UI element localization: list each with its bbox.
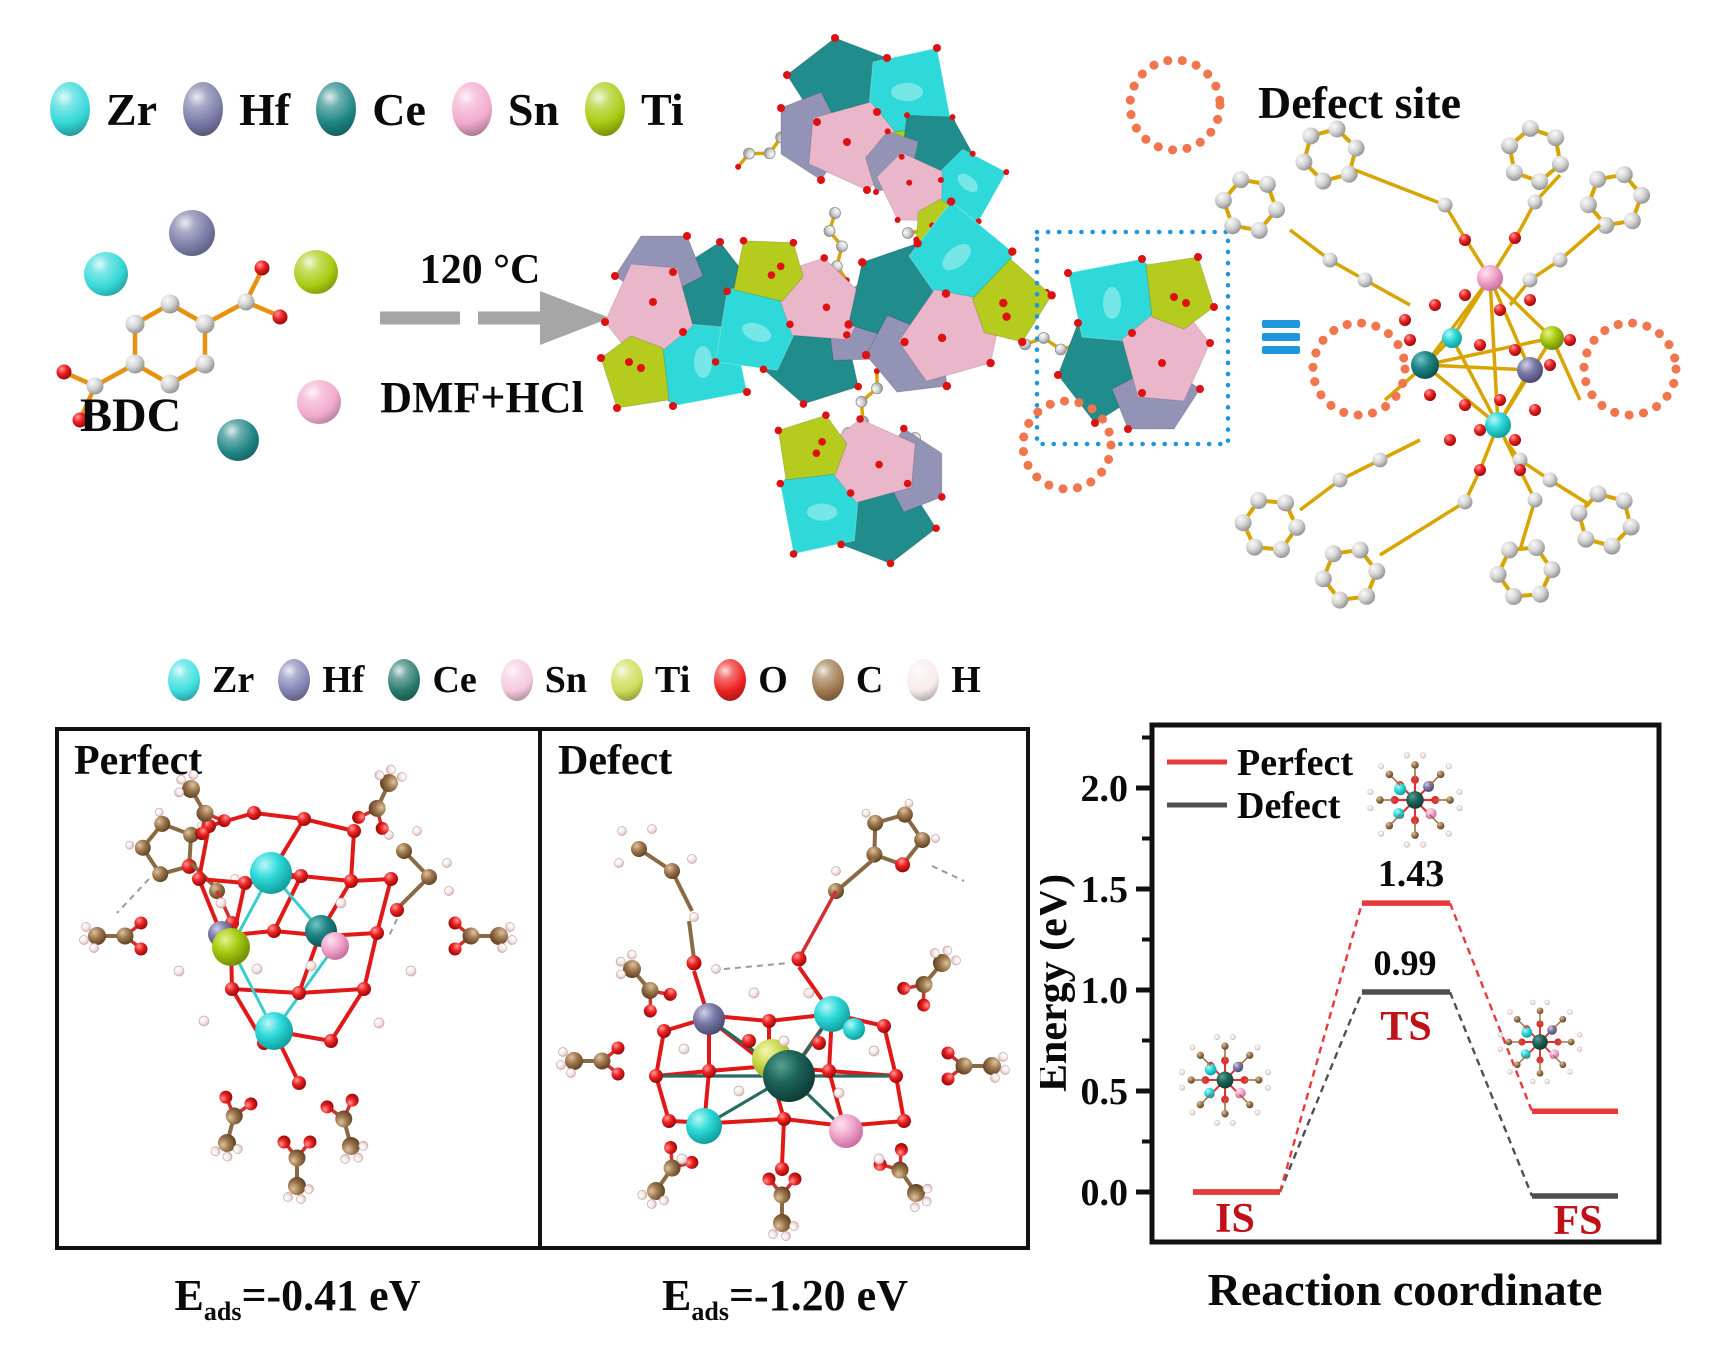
c-sphere xyxy=(811,659,844,701)
defect-site-label: Defect site xyxy=(1258,77,1462,128)
legend-item-hf: Hf xyxy=(183,82,290,136)
energy-levels xyxy=(1193,900,1618,1199)
defect-panel-title: Defect xyxy=(558,738,673,784)
o-sphere xyxy=(714,659,747,701)
legend-item-o: O xyxy=(714,658,788,702)
perfect-barrier-value: 1.43 xyxy=(1378,853,1445,895)
bdc-molecule xyxy=(56,260,288,428)
legend-item-zr: Zr xyxy=(168,658,254,702)
reaction-temperature: 120 °C xyxy=(419,247,541,293)
svg-text:1.5: 1.5 xyxy=(1081,869,1129,911)
legend-item-sn: Sn xyxy=(451,82,560,136)
svg-text:2.0: 2.0 xyxy=(1081,768,1129,810)
defect-selection-box xyxy=(1034,229,1231,447)
chart-legend: Perfect Defect xyxy=(1167,742,1353,827)
legend-label: Zr xyxy=(212,659,255,701)
energy-profile-chart: 0.0 0.5 1.0 1.5 2.0 Energy (eV) Reaction… xyxy=(1040,722,1662,1315)
legend-defect: Defect xyxy=(1237,785,1341,827)
legend-label: Ti xyxy=(655,659,691,701)
y-axis-title: Energy (eV) xyxy=(1040,874,1076,1092)
reagent-ti-sphere xyxy=(294,250,338,294)
sn-sphere xyxy=(451,82,492,136)
metal-atoms xyxy=(208,852,349,1050)
legend-label: Sn xyxy=(544,659,588,701)
ethanol-fragment xyxy=(614,824,790,974)
cluster-metals xyxy=(1411,265,1564,438)
legend-item-zr: Zr xyxy=(50,82,157,136)
sn-sphere xyxy=(500,659,533,701)
hf-sphere xyxy=(278,659,311,701)
perfect-structure xyxy=(77,756,519,1206)
defect-eads-label: Eads=-1.20 eV xyxy=(662,1271,908,1326)
legend-perfect: Perfect xyxy=(1237,742,1353,784)
legend-label: Hf xyxy=(322,659,365,701)
legend-item-ce: Ce xyxy=(388,658,477,702)
atom-legend-bottom: Zr Hf Ce Sn Ti O C H xyxy=(168,658,981,702)
svg-text:0.5: 0.5 xyxy=(1081,1071,1129,1113)
ethoxy-fragment xyxy=(384,826,454,937)
mof-structure xyxy=(596,33,1231,568)
reaction-arrow xyxy=(380,291,610,345)
ce-sphere xyxy=(316,82,357,136)
reagent-ce-sphere xyxy=(217,419,259,461)
legend-item-h: H xyxy=(907,658,981,702)
defect-structure xyxy=(554,783,1012,1243)
defect-barrier-value: 0.99 xyxy=(1374,943,1437,983)
y-axis-ticks xyxy=(1136,735,1152,1195)
legend-label: O xyxy=(758,659,788,701)
reagent-hf-sphere xyxy=(169,210,215,256)
reaction-solvent: DMF+HCl xyxy=(380,373,584,422)
legend-item-c: C xyxy=(811,658,884,702)
perfect-eads-label: Eads=-0.41 eV xyxy=(174,1271,421,1326)
panel-divider xyxy=(538,727,542,1250)
ti-sphere xyxy=(611,659,644,701)
metal-atoms xyxy=(686,996,865,1148)
cluster-oxygens xyxy=(1399,232,1576,476)
zr-sphere xyxy=(168,659,200,701)
is-state-label: IS xyxy=(1215,1196,1255,1242)
bdc-label: BDC xyxy=(80,389,182,442)
legend-item-sn: Sn xyxy=(500,658,588,702)
defect-site-legend-circle xyxy=(1125,55,1225,155)
legend-item-ce: Ce xyxy=(316,82,426,136)
fs-state-label: FS xyxy=(1553,1198,1602,1244)
legend-label: Sn xyxy=(507,83,560,135)
ce-sphere xyxy=(388,659,421,701)
ti-sphere xyxy=(585,82,626,136)
legend-item-hf: Hf xyxy=(278,658,364,702)
defect-site-circle-right xyxy=(1579,318,1681,420)
legend-label: C xyxy=(855,659,884,701)
legend-item-ti: Ti xyxy=(585,82,684,136)
ts-state-label: TS xyxy=(1380,1004,1431,1050)
defect-site-circle-left xyxy=(1308,318,1410,420)
equivalence-icon xyxy=(1262,320,1300,359)
reagent-zr-sphere xyxy=(84,252,128,296)
furfuryl-fragment xyxy=(791,783,965,967)
hydrogen-atoms xyxy=(173,897,417,1029)
legend-label: Zr xyxy=(106,83,158,135)
defect-site-circle-mof xyxy=(1018,396,1116,494)
legend-label: Ti xyxy=(641,83,684,135)
zr-sphere xyxy=(50,82,90,136)
legend-item-ti: Ti xyxy=(611,658,690,702)
x-axis-title: Reaction coordinate xyxy=(1208,1264,1603,1315)
reagent-sn-sphere xyxy=(297,380,341,424)
svg-text:1.0: 1.0 xyxy=(1081,970,1129,1012)
hydrogen-atoms xyxy=(676,987,885,1165)
legend-label: Ce xyxy=(432,659,477,701)
chart-frame xyxy=(1149,722,1662,1245)
svg-text:0.0: 0.0 xyxy=(1081,1172,1129,1214)
legend-label: Hf xyxy=(239,83,291,135)
legend-label: H xyxy=(951,659,981,701)
h-sphere xyxy=(907,659,940,701)
y-tick-labels: 0.0 0.5 1.0 1.5 2.0 xyxy=(1081,768,1129,1214)
defect-cluster-structure xyxy=(1207,110,1681,610)
metal-legend-top: Zr Hf Ce Sn Ti xyxy=(50,82,684,136)
hf-sphere xyxy=(183,82,224,136)
cluster-carbons xyxy=(1322,194,1568,510)
legend-label: Ce xyxy=(372,83,426,135)
